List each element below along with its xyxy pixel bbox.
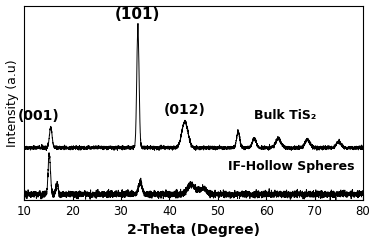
Text: (101): (101) <box>115 7 161 22</box>
Text: IF-Hollow Spheres: IF-Hollow Spheres <box>228 160 354 173</box>
X-axis label: 2-Theta (Degree): 2-Theta (Degree) <box>127 224 260 237</box>
Text: Bulk TiS₂: Bulk TiS₂ <box>254 109 316 122</box>
Text: (012): (012) <box>164 103 206 117</box>
Text: (001): (001) <box>18 109 59 123</box>
Y-axis label: Intensity (a.u): Intensity (a.u) <box>6 59 19 147</box>
